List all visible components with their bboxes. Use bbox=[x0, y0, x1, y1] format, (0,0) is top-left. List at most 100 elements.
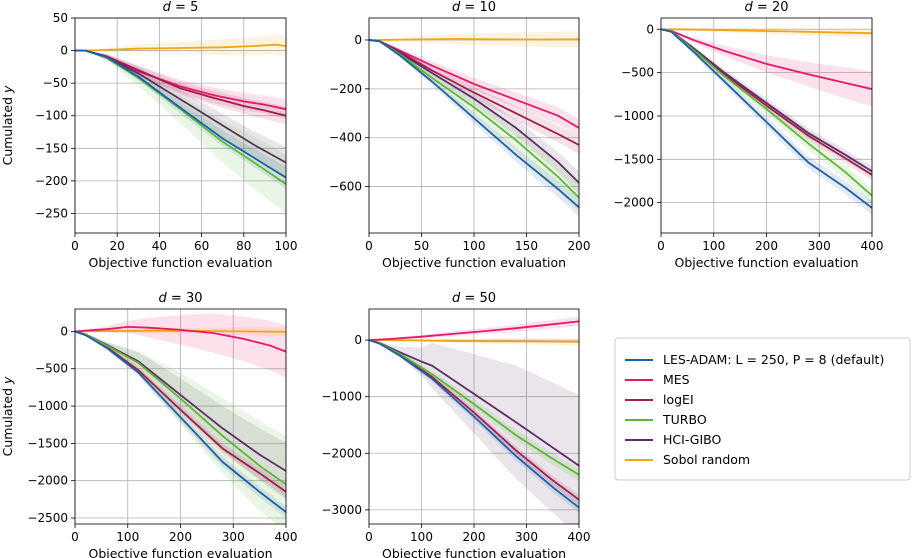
xtick-label-4-0: 0 bbox=[365, 530, 373, 544]
ytick-label-3-3: −1500 bbox=[27, 436, 68, 450]
ytick-label-4-0: 0 bbox=[354, 333, 362, 347]
xlabel-4: Objective function evaluation bbox=[382, 546, 566, 558]
xtick-label-0-3: 60 bbox=[194, 239, 209, 253]
band-0-3 bbox=[75, 50, 286, 214]
legend-label-0: LES-ADAM: L = 250, P = 8 (default) bbox=[663, 352, 884, 367]
legend: LES-ADAM: L = 250, P = 8 (default) MES l… bbox=[614, 337, 911, 481]
panel-title-2: d = 20 bbox=[745, 0, 789, 15]
xtick-label-3-0: 0 bbox=[71, 530, 79, 544]
xtick-label-4-4: 400 bbox=[568, 530, 591, 544]
ytick-label-0-4: −150 bbox=[35, 141, 68, 155]
xtick-label-1-2: 100 bbox=[463, 239, 486, 253]
ytick-label-2-1: −500 bbox=[621, 66, 654, 80]
band-4-3 bbox=[369, 340, 579, 481]
xtick-label-3-4: 400 bbox=[275, 530, 298, 544]
xlabel-0: Objective function evaluation bbox=[88, 255, 272, 270]
ytick-label-3-4: −2000 bbox=[27, 474, 68, 488]
series-line-1-0 bbox=[369, 39, 579, 208]
ytick-label-3-1: −500 bbox=[35, 362, 68, 376]
ytick-label-0-2: −50 bbox=[43, 76, 68, 90]
xtick-label-1-3: 150 bbox=[515, 239, 538, 253]
panels: 0 20 40 60 80 100 50 0 −50 −100 −150 −200 −250 Object… bbox=[0, 0, 883, 558]
ytick-label-2-4: −2000 bbox=[613, 196, 654, 210]
plot-area-0 bbox=[75, 34, 286, 214]
xtick-label-2-0: 0 bbox=[657, 239, 665, 253]
xtick-label-4-1: 100 bbox=[410, 530, 433, 544]
xtick-label-4-2: 200 bbox=[463, 530, 486, 544]
ytick-label-0-5: −200 bbox=[35, 174, 68, 188]
ylabel-0: Cumulated y bbox=[0, 85, 15, 165]
legend-label-4: HCI-GIBO bbox=[663, 432, 722, 447]
band-0-5 bbox=[75, 34, 286, 57]
band-3-1 bbox=[75, 313, 286, 378]
legend-label-2: logEI bbox=[663, 392, 694, 407]
series-line-4-1 bbox=[369, 320, 579, 341]
legend-label-5: Sobol random bbox=[663, 452, 750, 467]
ytick-label-1-1: −200 bbox=[329, 82, 362, 96]
xtick-label-0-0: 0 bbox=[71, 239, 79, 253]
xtick-label-0-1: 20 bbox=[110, 239, 125, 253]
plot-area-3 bbox=[75, 313, 286, 524]
ytick-label-4-2: −2000 bbox=[321, 446, 362, 460]
ytick-label-1-3: −600 bbox=[329, 180, 362, 194]
panel-title-1: d = 10 bbox=[452, 0, 496, 15]
series-line-3-1 bbox=[75, 325, 286, 353]
ytick-label-2-2: −1000 bbox=[613, 109, 654, 123]
ytick-label-0-3: −100 bbox=[35, 109, 68, 123]
ytick-label-3-0: 0 bbox=[60, 324, 68, 338]
ylabel-3: Cumulated y bbox=[0, 376, 15, 456]
plot-area-4 bbox=[369, 316, 579, 524]
ytick-label-4-1: −1000 bbox=[321, 390, 362, 404]
xtick-label-1-4: 200 bbox=[568, 239, 591, 253]
ytick-label-2-0: 0 bbox=[646, 22, 654, 36]
xtick-label-3-1: 100 bbox=[116, 530, 139, 544]
xtick-label-1-0: 0 bbox=[365, 239, 373, 253]
xtick-label-2-1: 100 bbox=[702, 239, 725, 253]
ytick-label-1-2: −400 bbox=[329, 131, 362, 145]
legend-label-1: MES bbox=[663, 372, 690, 387]
ytick-label-1-0: 0 bbox=[354, 33, 362, 47]
band-4-2 bbox=[369, 340, 579, 505]
ytick-label-0-1: 0 bbox=[60, 44, 68, 58]
series-line-4-0 bbox=[369, 339, 579, 509]
ytick-label-3-2: −1000 bbox=[27, 399, 68, 413]
ytick-label-0-0: 50 bbox=[53, 11, 68, 25]
series-line-2-0 bbox=[661, 28, 872, 209]
xtick-label-0-2: 40 bbox=[152, 239, 167, 253]
ytick-label-3-5: −2500 bbox=[27, 511, 68, 525]
xlabel-2: Objective function evaluation bbox=[674, 255, 858, 270]
panel-title-3: d = 30 bbox=[159, 291, 203, 306]
xtick-label-1-1: 50 bbox=[414, 239, 429, 253]
series-line-0-5 bbox=[75, 43, 286, 52]
series-line-3-0 bbox=[75, 330, 286, 513]
band-4-4 bbox=[369, 340, 579, 524]
xtick-label-3-2: 200 bbox=[169, 530, 192, 544]
ytick-label-4-3: −3000 bbox=[321, 503, 362, 517]
xtick-label-3-3: 300 bbox=[222, 530, 245, 544]
panel-0: 0 20 40 60 80 100 50 0 −50 −100 −150 −200 −250 Object… bbox=[0, 0, 297, 270]
plot-area-1 bbox=[369, 31, 579, 217]
axes-frame-0 bbox=[74, 17, 287, 234]
ytick-label-0-6: −250 bbox=[35, 206, 68, 220]
band-1-2 bbox=[369, 40, 579, 154]
panel-title-4: d = 50 bbox=[452, 291, 496, 306]
panel-title-0: d = 5 bbox=[163, 0, 199, 15]
series-line-0-0 bbox=[75, 49, 286, 179]
xtick-label-4-3: 300 bbox=[515, 530, 538, 544]
band-2-1 bbox=[661, 29, 872, 107]
band-3-3 bbox=[75, 331, 286, 524]
panel-2: 0 100 200 300 400 0 −500 −1000 −1500 −2000 Objecti… bbox=[613, 0, 883, 270]
xtick-label-0-5: 100 bbox=[275, 239, 298, 253]
band-3-4 bbox=[75, 331, 286, 500]
xtick-label-0-4: 80 bbox=[236, 239, 251, 253]
legend-label-3: TURBO bbox=[662, 412, 707, 427]
panel-3: 0 100 200 300 400 0 −500 −1000 −1500 −2000 −2500 Ob… bbox=[0, 291, 297, 558]
panel-4: 0 100 200 300 400 0 −1000 −2000 −3000 Objective f… bbox=[321, 291, 590, 558]
xtick-label-2-3: 300 bbox=[808, 239, 831, 253]
series-line-1-5 bbox=[369, 38, 579, 41]
legend-frame bbox=[614, 337, 911, 481]
band-4-1 bbox=[369, 316, 579, 341]
series-line-2-5 bbox=[661, 28, 872, 35]
plot-area-2 bbox=[661, 28, 872, 215]
